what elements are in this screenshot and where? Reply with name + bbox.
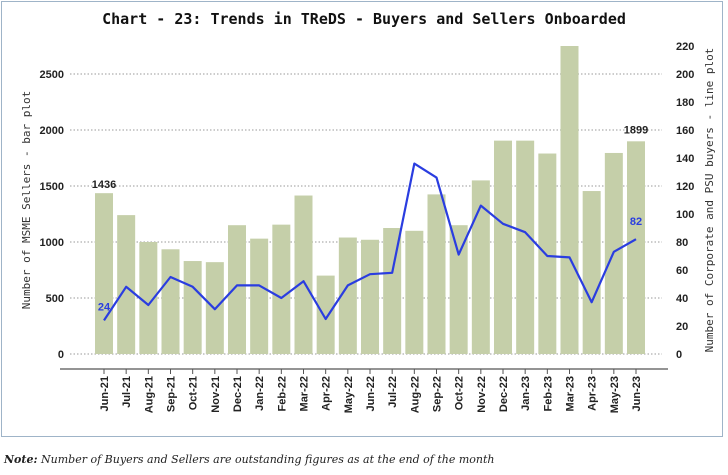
note-prefix: Note:: [4, 453, 38, 466]
x-tick-label: Mar-22: [299, 376, 311, 411]
x-tick-label: Oct-22: [454, 376, 466, 410]
right-tick-label: 160: [676, 125, 694, 137]
bar-Feb-22: [272, 224, 291, 354]
chart-title: Chart - 23: Trends in TReDS - Buyers and…: [102, 10, 626, 28]
bar-Mar-23: [560, 46, 579, 354]
x-tick-label: Jul-22: [387, 376, 399, 408]
bar-Sep-21: [161, 249, 180, 354]
bar-Aug-21: [139, 242, 158, 354]
x-tick-label: Aug-21: [143, 376, 155, 413]
right-tick-label: 180: [676, 97, 694, 109]
line-label-last: 82: [630, 216, 642, 228]
bar-Dec-22: [494, 140, 512, 354]
x-tick-label: Nov-21: [210, 376, 222, 413]
x-tick-label: Oct-21: [188, 376, 200, 410]
x-tick-label: Feb-23: [542, 376, 554, 411]
bar-Jan-23: [516, 140, 535, 354]
left-tick-label: 2000: [40, 125, 64, 137]
right-tick-label: 60: [676, 265, 688, 277]
bar-Jun-22: [361, 239, 379, 354]
bar-Mar-22: [294, 195, 313, 354]
left-tick-label: 2500: [40, 69, 64, 81]
x-tick-label: May-23: [609, 376, 621, 413]
x-tick-label: Dec-22: [498, 376, 510, 412]
x-tick-label: May-22: [343, 376, 355, 413]
bar-Jun-23: [627, 141, 645, 354]
left-tick-label: 1000: [40, 237, 64, 249]
bar-label-last: 1899: [624, 124, 648, 136]
x-tick-label: Feb-22: [276, 376, 288, 411]
right-tick-label: 100: [676, 209, 694, 221]
bar-May-22: [338, 237, 357, 354]
right-tick-label: 200: [676, 69, 694, 81]
right-tick-label: 80: [676, 237, 688, 249]
right-tick-label: 20: [676, 321, 688, 333]
x-tick-label: Jul-21: [121, 376, 133, 408]
bar-label-first: 1436: [92, 179, 116, 191]
right-tick-label: 120: [676, 181, 694, 193]
chart-frame: [1, 1, 723, 437]
bar-Aug-22: [405, 230, 424, 354]
right-tick-label: 220: [676, 41, 694, 53]
bar-Jul-21: [117, 215, 136, 354]
right-axis-label: Number of Corporate and PSU buyers - lin…: [703, 48, 716, 353]
x-tick-label: Nov-22: [476, 376, 488, 413]
note-text: Number of Buyers and Sellers are outstan…: [37, 453, 495, 466]
left-tick-label: 0: [58, 349, 64, 361]
left-tick-label: 500: [46, 293, 64, 305]
x-tick-label: Dec-21: [232, 376, 244, 412]
left-axis-label: Number of MSME Sellers - bar plot: [20, 91, 33, 310]
x-tick-label: Jan-23: [520, 376, 532, 411]
line-label-first: 24: [98, 301, 111, 313]
x-tick-label: Mar-23: [565, 376, 577, 411]
x-tick-label: Jun-22: [365, 376, 377, 411]
x-tick-label: Aug-22: [409, 376, 421, 413]
note: Note: Number of Buyers and Sellers are o…: [4, 453, 495, 466]
bar-Apr-23: [582, 191, 601, 354]
x-tick-label: Sep-21: [166, 376, 178, 412]
bar-Oct-21: [183, 261, 202, 354]
x-tick-label: Apr-22: [321, 376, 333, 411]
bar-Feb-23: [538, 153, 557, 354]
x-tick-label: Apr-23: [587, 376, 599, 411]
chart: 0 500 1000 1500 2000 2500 0 20 40 60 80 100 120 140 16…: [20, 41, 716, 413]
bar-Jul-22: [383, 228, 402, 354]
bar-Jun-21: [95, 193, 113, 354]
x-tick-label: Jun-23: [631, 376, 643, 411]
x-tick-label: Sep-22: [432, 376, 444, 412]
left-tick-label: 1500: [40, 181, 64, 193]
right-tick-label: 0: [676, 349, 682, 361]
bar-Apr-22: [316, 275, 335, 354]
x-tick-label: Jan-22: [254, 376, 266, 411]
right-tick-label: 40: [676, 293, 688, 305]
x-tick-label: Jun-21: [99, 376, 111, 411]
right-tick-label: 140: [676, 153, 694, 165]
bar-Dec-21: [228, 225, 246, 354]
bar-Jan-22: [250, 238, 269, 354]
bar-Nov-22: [471, 180, 490, 354]
bar-Oct-22: [449, 225, 468, 354]
bar-Sep-22: [427, 194, 446, 354]
